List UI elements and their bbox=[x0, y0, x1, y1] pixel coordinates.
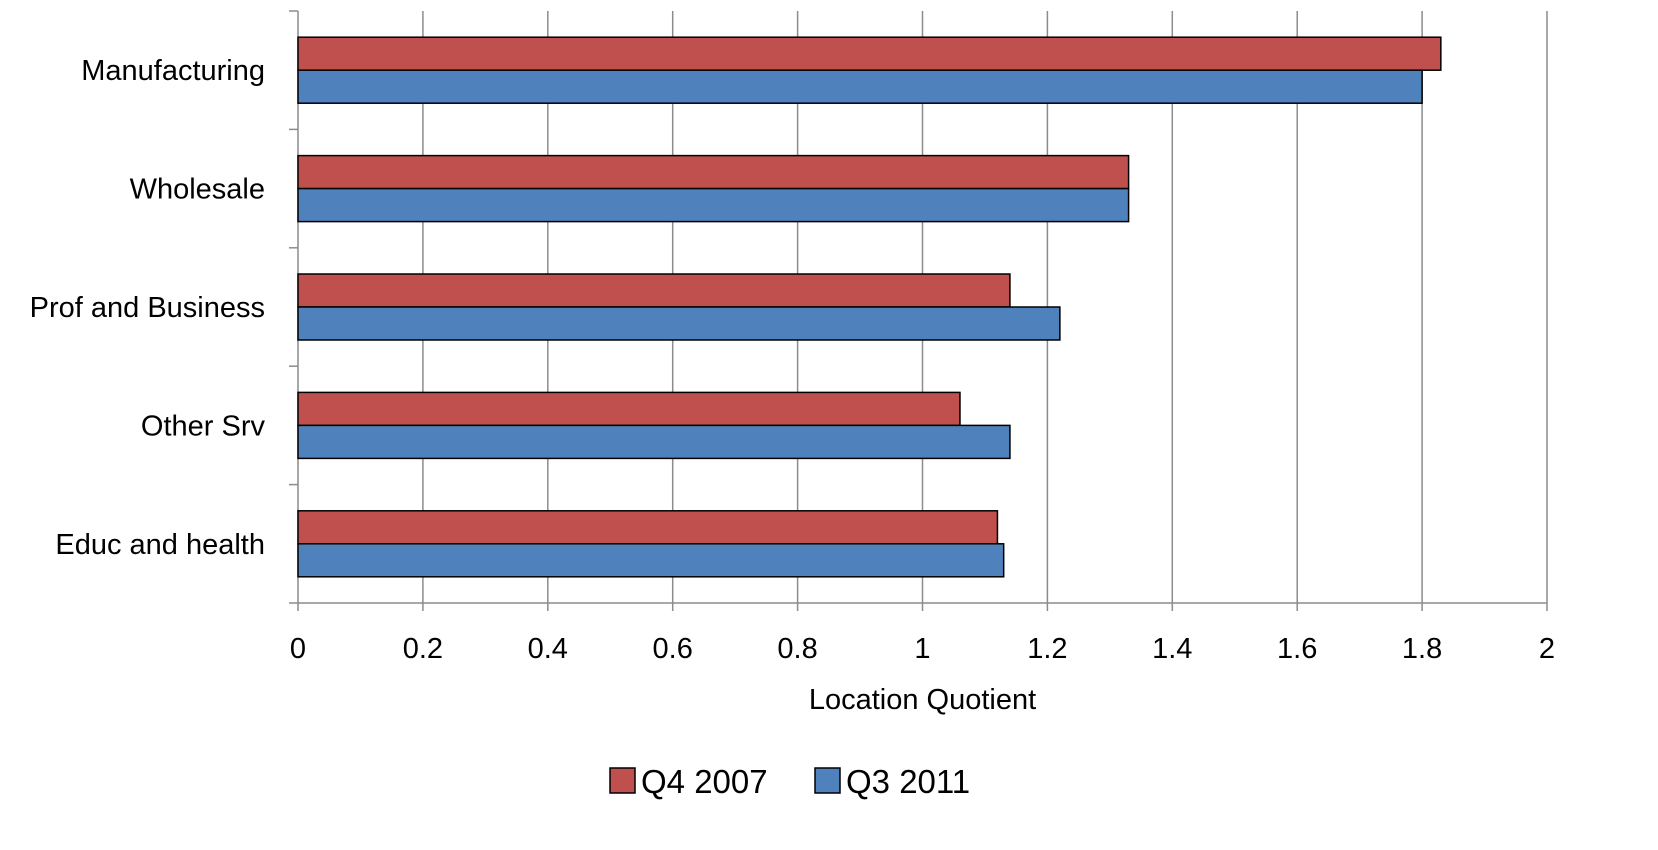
x-tick-label: 0.6 bbox=[653, 633, 693, 665]
category-label: Prof and Business bbox=[30, 292, 265, 324]
legend-swatch bbox=[609, 767, 636, 794]
x-tick-label: 1 bbox=[914, 633, 930, 665]
legend-label: Q4 2007 bbox=[641, 763, 768, 800]
category-label: Manufacturing bbox=[81, 55, 265, 87]
x-tick-label: 2 bbox=[1539, 633, 1555, 665]
bar-q3-2011 bbox=[297, 424, 1011, 460]
category-label: Other Srv bbox=[141, 410, 266, 442]
x-tick-label: 0.4 bbox=[528, 633, 568, 665]
bar-q4-2007 bbox=[297, 273, 1011, 308]
category-label: Wholesale bbox=[130, 174, 265, 206]
bar-q3-2011 bbox=[297, 306, 1061, 341]
legend-label: Q3 2011 bbox=[846, 763, 970, 800]
bar-q4-2007 bbox=[297, 36, 1442, 71]
bar-q4-2007 bbox=[297, 510, 999, 545]
bar-q3-2011 bbox=[297, 69, 1423, 104]
x-tick-label: 1.4 bbox=[1152, 633, 1192, 665]
x-tick-label: 1.2 bbox=[1027, 633, 1067, 665]
x-tick-label: 0 bbox=[290, 633, 306, 665]
bar-q3-2011 bbox=[297, 543, 1005, 578]
bar-q4-2007 bbox=[297, 154, 1130, 190]
bar-q3-2011 bbox=[297, 187, 1130, 223]
x-tick-label: 0.2 bbox=[403, 633, 443, 665]
legend-swatch bbox=[814, 767, 841, 794]
x-tick-label: 0.8 bbox=[777, 633, 817, 665]
category-label: Educ and health bbox=[55, 529, 265, 561]
x-axis-title: Location Quotient bbox=[809, 684, 1036, 716]
x-tick-label: 1.6 bbox=[1277, 633, 1317, 665]
x-tick-label: 1.8 bbox=[1402, 633, 1442, 665]
bar-q4-2007 bbox=[297, 391, 961, 427]
